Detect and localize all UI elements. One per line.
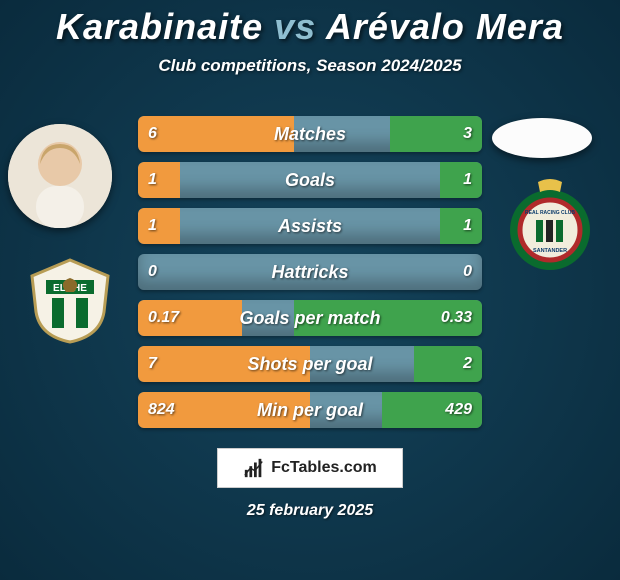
stat-value-left: 6 bbox=[148, 116, 157, 152]
stat-label: Goals per match bbox=[138, 300, 482, 336]
brand-text: FcTables.com bbox=[271, 459, 377, 477]
stat-value-left: 1 bbox=[148, 162, 157, 198]
comparison-title: Karabinaite vs Arévalo Mera bbox=[0, 0, 620, 48]
stat-label: Shots per goal bbox=[138, 346, 482, 382]
stat-value-right: 0.33 bbox=[441, 300, 472, 336]
stat-row-assists: Assists1 1 bbox=[138, 208, 482, 244]
stat-row-goals: Goals1 1 bbox=[138, 162, 482, 198]
club1-crest: ELCHE bbox=[22, 258, 118, 344]
player2-name: Arévalo Mera bbox=[326, 6, 564, 47]
stat-label: Hattricks bbox=[138, 254, 482, 290]
stat-value-left: 0 bbox=[148, 254, 157, 290]
stat-value-right: 2 bbox=[463, 346, 472, 382]
stat-row-matches: Matches6 3 bbox=[138, 116, 482, 152]
stat-value-right: 1 bbox=[463, 162, 472, 198]
stat-value-left: 7 bbox=[148, 346, 157, 382]
svg-text:SANTANDER: SANTANDER bbox=[533, 248, 567, 254]
stat-value-right: 3 bbox=[463, 116, 472, 152]
player1-name: Karabinaite bbox=[56, 6, 263, 47]
date-text: 25 february 2025 bbox=[0, 502, 620, 520]
subtitle: Club competitions, Season 2024/2025 bbox=[0, 48, 620, 76]
stat-value-left: 1 bbox=[148, 208, 157, 244]
stat-row-goals-per-match: Goals per match0.17 0.33 bbox=[138, 300, 482, 336]
player1-photo bbox=[8, 124, 112, 228]
stat-row-hattricks: Hattricks0 0 bbox=[138, 254, 482, 290]
stat-label: Assists bbox=[138, 208, 482, 244]
stat-row-shots-per-goal: Shots per goal7 2 bbox=[138, 346, 482, 382]
club2-crest: REAL RACING CLUB SANTANDER bbox=[502, 178, 598, 264]
stat-value-right: 1 bbox=[463, 208, 472, 244]
stat-value-left: 0.17 bbox=[148, 300, 179, 336]
player2-photo bbox=[492, 118, 592, 158]
stats-container: Matches63Goals11Assists11Hattricks00Goal… bbox=[138, 116, 482, 438]
stat-value-left: 824 bbox=[148, 392, 175, 428]
svg-text:REAL RACING CLUB: REAL RACING CLUB bbox=[525, 210, 575, 216]
stat-label: Goals bbox=[138, 162, 482, 198]
stat-value-right: 429 bbox=[445, 392, 472, 428]
stat-row-min-per-goal: Min per goal824 429 bbox=[138, 392, 482, 428]
chart-icon bbox=[243, 457, 265, 479]
stat-label: Matches bbox=[138, 116, 482, 152]
stat-value-right: 0 bbox=[463, 254, 472, 290]
vs-text: vs bbox=[274, 6, 316, 47]
stat-label: Min per goal bbox=[138, 392, 482, 428]
brand-box[interactable]: FcTables.com bbox=[217, 448, 403, 488]
